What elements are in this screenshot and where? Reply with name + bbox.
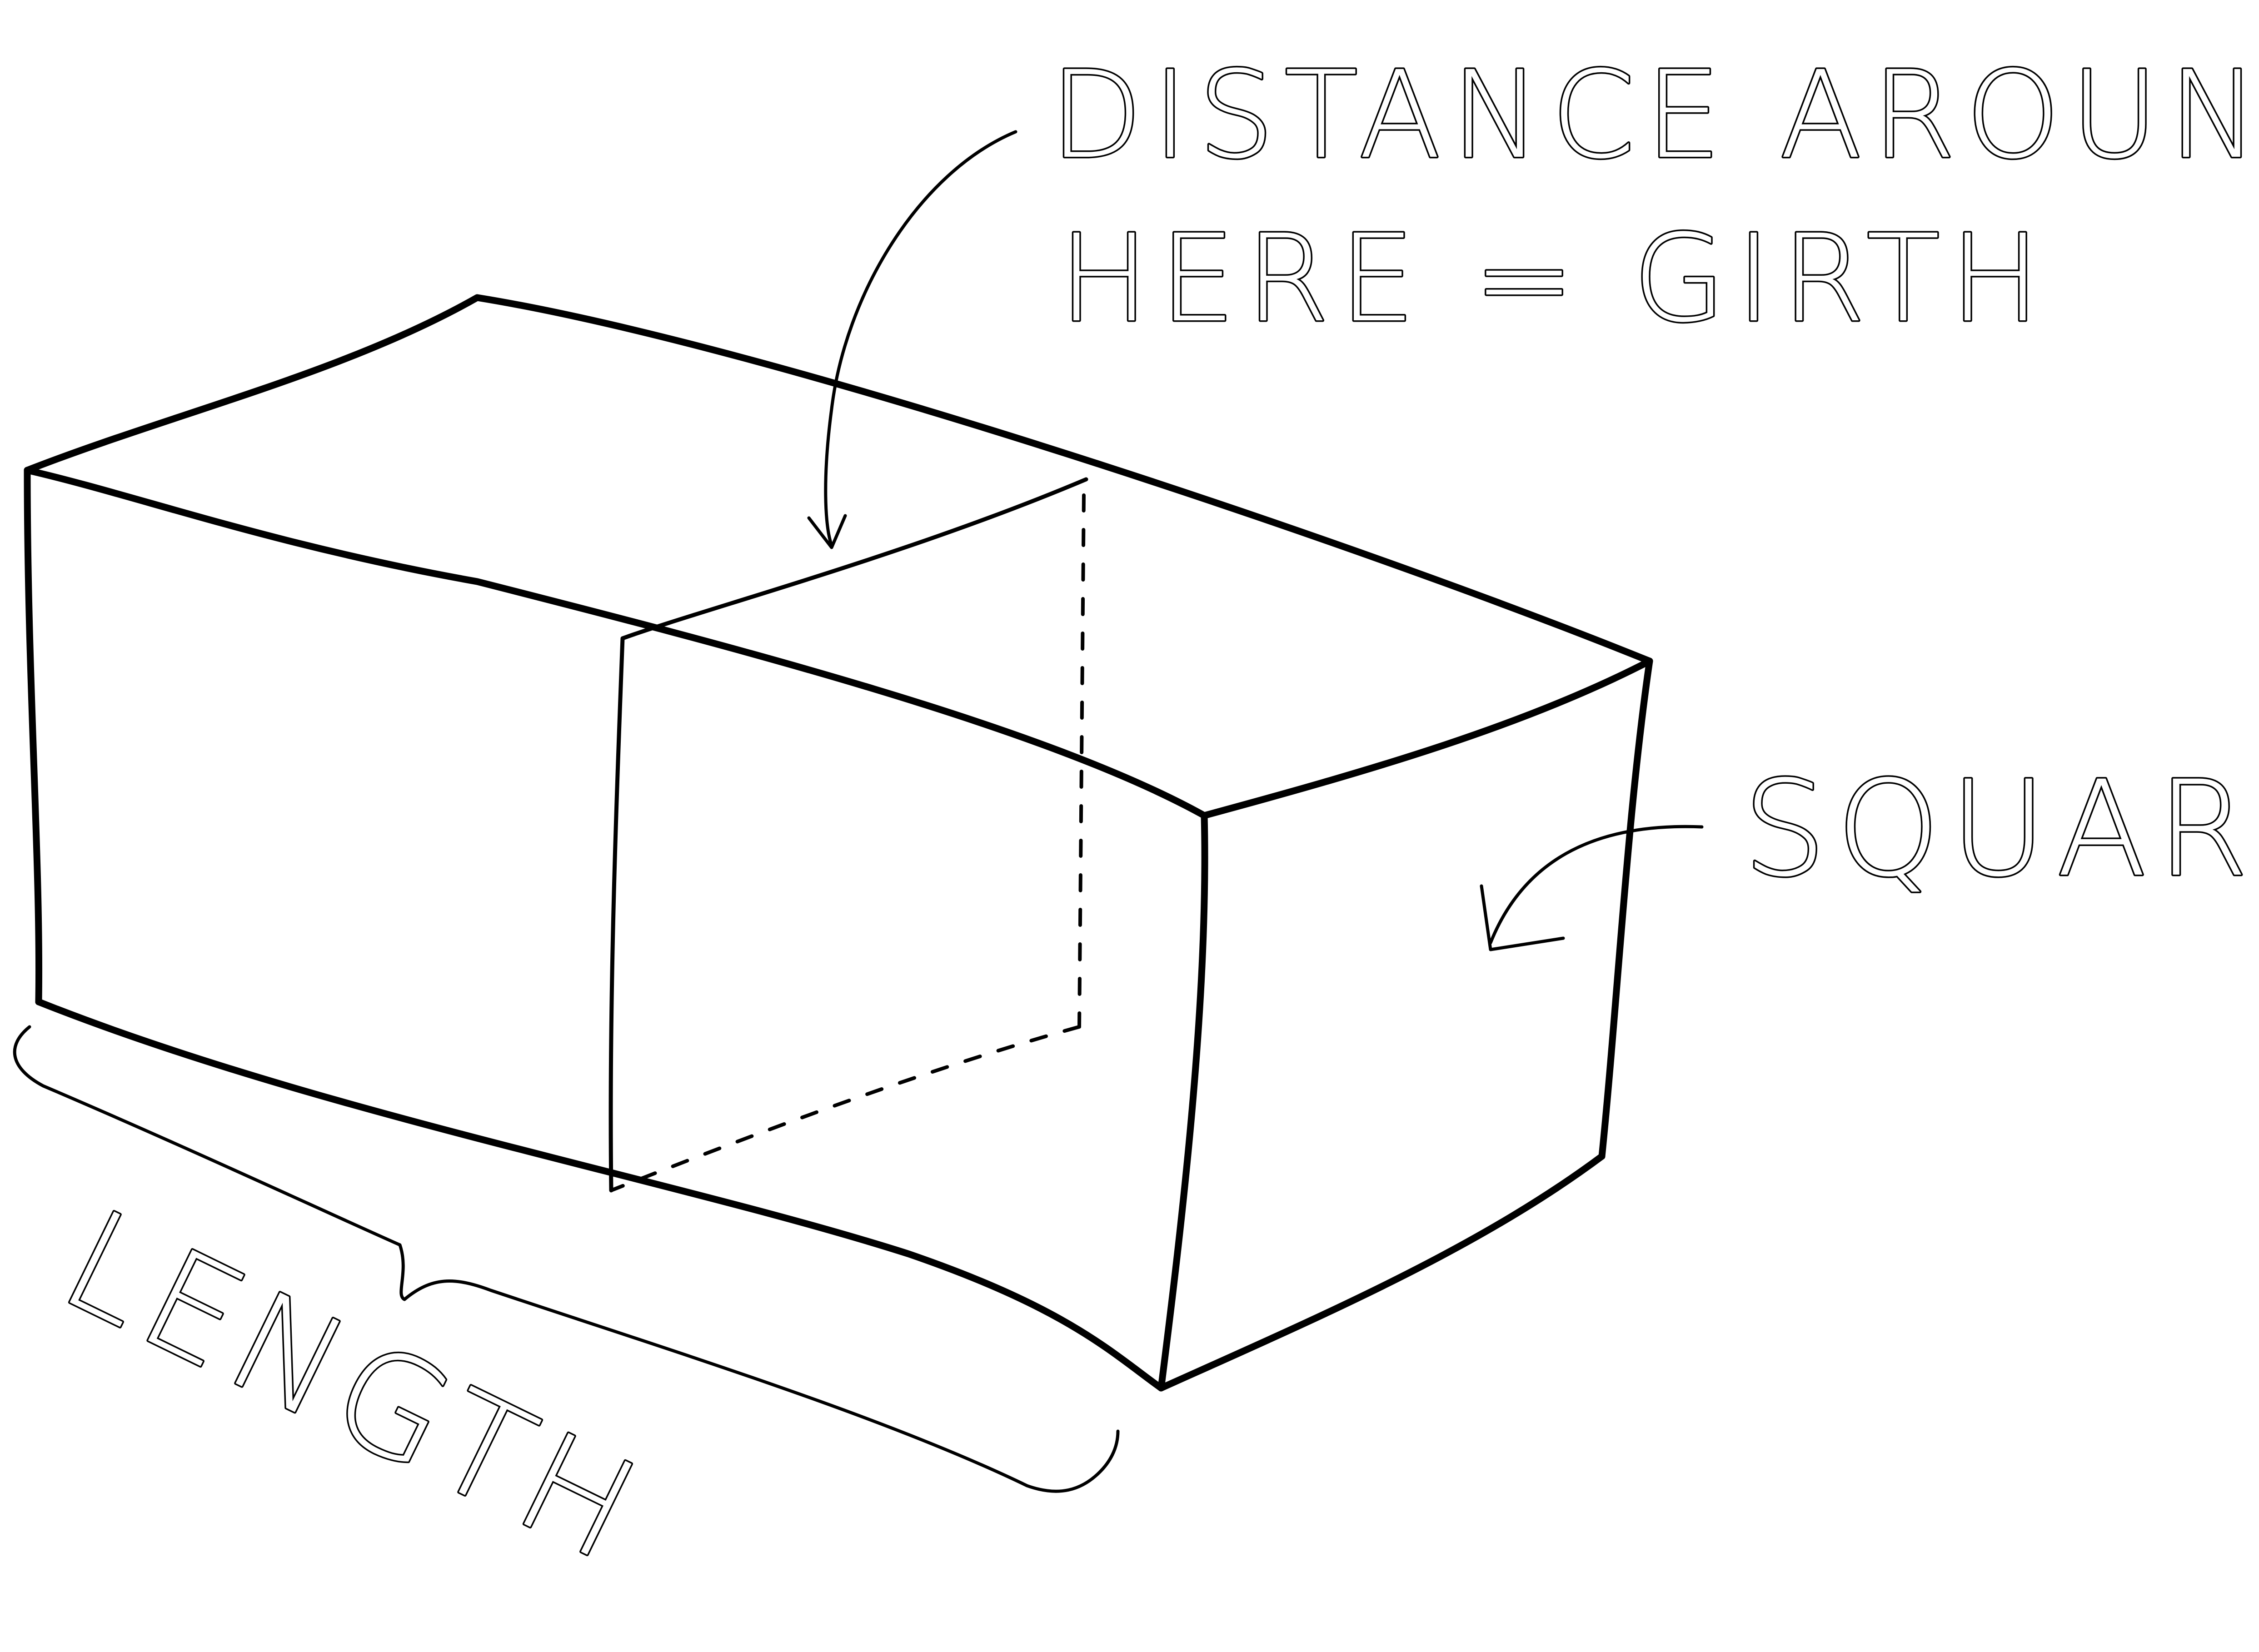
girth-label-line1: DISTANCE AROUND [1050, 45, 2259, 185]
box-outline [24, 294, 1653, 1392]
square-annotation: SQUARE [1480, 751, 2259, 951]
square-arrow-icon [1489, 825, 1704, 945]
box-bottom-front-edge [35, 998, 1165, 1392]
length-annotation: LENGTH [13, 1025, 1120, 1597]
girth-label-line2: HERE = GIRTH [1059, 209, 2050, 349]
length-label: LENGTH [40, 1179, 668, 1596]
girth-top-line [620, 477, 1088, 641]
box-front-corner-edge [1157, 812, 1208, 1392]
box-top-back-edge [24, 294, 1653, 665]
box-right-back-edge [1598, 657, 1653, 1160]
girth-hidden-bottom-line [609, 1025, 1081, 1192]
girth-annotation: DISTANCE AROUND HERE = GIRTH [807, 44, 2259, 549]
square-label: SQUARE [1743, 753, 2259, 906]
box-top-right-edge [1201, 657, 1653, 819]
square-arrowhead-icon [1480, 884, 1565, 951]
box-top-front-edge [24, 467, 1208, 819]
girth-section [608, 477, 1088, 1193]
girth-front-line [608, 636, 625, 1193]
girth-arrowhead-icon [807, 514, 847, 549]
box-bottom-right-edge [1157, 1153, 1606, 1392]
length-bracket [13, 1025, 1120, 1493]
girth-arrow-icon [824, 130, 1017, 547]
box-left-edge [24, 467, 43, 1005]
